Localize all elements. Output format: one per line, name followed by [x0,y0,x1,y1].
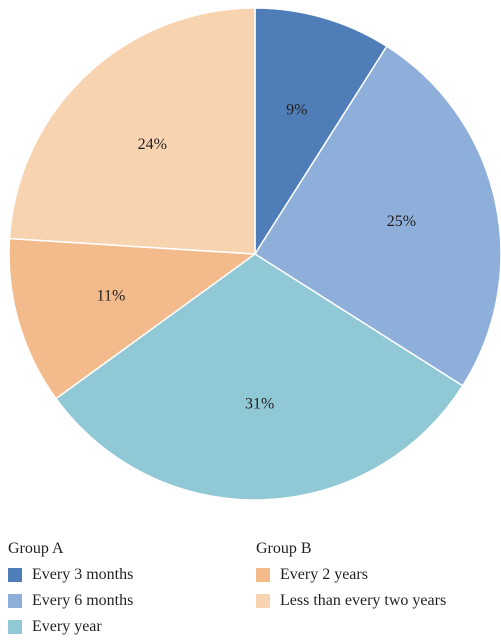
legend-label-every-6-months: Every 6 months [32,592,134,609]
legend-swatch-every-year [8,620,22,634]
pie-chart: 9% 25% 31% 11% 24% [8,7,501,501]
pie-label-every-3-months: 9% [286,101,307,118]
legend-label-less-than-every-two-years: Less than every two years [280,592,447,609]
legend-swatch-every-6-months [8,594,22,608]
legend-item-every-3-months: Every 3 months [8,566,133,584]
legend-group-a-title: Group A [8,540,64,557]
legend-group-b-title: Group B [256,540,312,557]
legend-swatch-less-than-every-two-years [256,594,270,608]
pie-label-every-year: 31% [245,395,274,412]
legend-item-less-than-every-two-years: Less than every two years [256,592,446,610]
legend-item-every-2-years: Every 2 years [256,566,368,584]
legend-label-every-3-months: Every 3 months [32,566,134,583]
pie-slice-every-year [54,253,464,501]
legend-item-every-6-months: Every 6 months [8,592,133,610]
pie-label-less-than-every-two-years: 24% [138,136,167,153]
legend-swatch-every-2-years [256,568,270,582]
pie-slice-every-2-years [8,237,258,400]
legend-label-every-2-years: Every 2 years [280,566,368,583]
legend-swatch-every-3-months [8,568,22,582]
pie-slice-every-6-months [253,45,501,387]
pie-slice-less-than-every-two-years [8,7,256,255]
legend-item-every-year: Every year [8,618,102,636]
legend-label-every-year: Every year [32,618,102,635]
pie-slice-every-3-months [254,7,388,257]
pie-label-every-2-years: 11% [97,287,126,304]
pie-label-every-6-months: 25% [387,213,416,230]
